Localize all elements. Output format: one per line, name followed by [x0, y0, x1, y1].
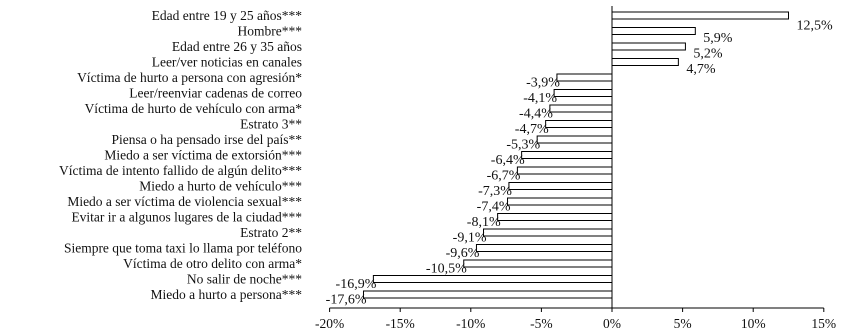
bar	[545, 120, 613, 128]
category-label: Estrato 3**	[240, 117, 302, 132]
category-label: No salir de noche***	[187, 272, 302, 287]
x-tick-label: -20%	[315, 316, 344, 331]
x-tick-label: 15%	[811, 316, 836, 331]
bar	[611, 27, 696, 35]
bar	[463, 259, 613, 268]
category-labels: Edad entre 19 y 25 años***Hombre***Edad …	[59, 8, 302, 302]
value-label: -5,3%	[506, 138, 540, 153]
value-label: 5,9%	[703, 31, 733, 46]
x-tick-label: -5%	[530, 316, 553, 331]
category-label: Miedo a ser víctima de extorsión***	[104, 148, 302, 163]
value-label: -4,4%	[519, 107, 553, 122]
category-label: Víctima de hurto de vehículo con arma*	[85, 101, 303, 116]
category-label: Estrato 2**	[240, 225, 302, 240]
value-label: -7,4%	[477, 200, 511, 215]
value-label: 12,5%	[797, 19, 834, 34]
value-label: -9,6%	[446, 246, 480, 261]
value-label: -6,4%	[491, 153, 525, 168]
value-label: -7,3%	[478, 184, 512, 199]
bar	[611, 58, 679, 66]
category-label: Evitar ir a algunos lugares de la ciudad…	[71, 210, 302, 225]
value-label: -4,7%	[515, 122, 549, 137]
bar	[497, 213, 613, 221]
value-label: 5,2%	[693, 47, 723, 62]
category-label: Piensa o ha pensado irse del país**	[112, 132, 303, 147]
bar	[508, 182, 613, 190]
value-label: -4,1%	[523, 91, 557, 106]
value-label: -10,5%	[426, 262, 467, 277]
category-label: Edad entre 19 y 25 años***	[152, 8, 303, 23]
x-axis-ticks: -20% -15% -10% -5% 0% 5% 10% 15%	[315, 308, 836, 331]
value-label: -17,6%	[326, 293, 367, 308]
bar	[372, 275, 613, 283]
value-labels: 12,5% 5,9%5,2%4,7% -3,9%-4,1%-4,4%-4,7%-5,…	[326, 19, 833, 308]
bar	[611, 11, 789, 20]
bar	[549, 104, 613, 113]
value-label: -16,9%	[336, 277, 377, 292]
value-label: -6,7%	[487, 169, 521, 184]
bar	[556, 73, 613, 82]
category-label: Víctima de hurto a persona con agresión*	[77, 70, 302, 85]
x-tick-label: -10%	[456, 316, 485, 331]
bar	[611, 42, 686, 51]
category-label: Leer/reenviar cadenas de correo	[129, 86, 302, 101]
bar	[475, 244, 613, 252]
category-label: Hombre***	[238, 24, 303, 39]
value-label: 4,7%	[686, 62, 716, 77]
category-label: Miedo a hurto de vehículo***	[139, 179, 302, 194]
x-tick-label: -15%	[386, 316, 415, 331]
bar	[536, 135, 613, 144]
bars-group	[362, 11, 789, 299]
category-label: Leer/ver noticias en canales	[152, 55, 302, 70]
bar	[362, 290, 613, 299]
category-label: Víctima de otro delito con arma*	[123, 256, 302, 271]
category-label: Siempre que toma taxi lo llama por teléf…	[64, 241, 302, 256]
bar	[507, 197, 613, 206]
bar	[516, 166, 613, 175]
x-tick-label: 0%	[603, 316, 621, 331]
bar	[553, 89, 613, 97]
value-label: -8,1%	[467, 215, 501, 230]
category-label: Víctima de intento fallido de algún deli…	[59, 163, 302, 178]
x-tick-label: 10%	[741, 316, 766, 331]
category-label: Miedo a ser víctima de violencia sexual*…	[67, 194, 302, 209]
value-label: -3,9%	[526, 76, 560, 91]
category-label: Miedo a hurto a persona***	[151, 287, 303, 302]
value-label: -9,1%	[453, 231, 487, 246]
x-tick-label: 5%	[674, 316, 692, 331]
bar	[521, 151, 613, 159]
category-label: Edad entre 26 y 35 años	[172, 39, 302, 54]
bar	[483, 228, 613, 237]
